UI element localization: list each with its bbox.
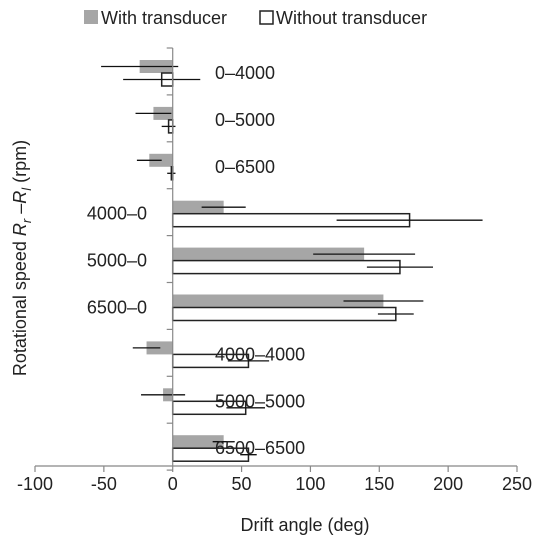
x-tick-label: 250 (502, 474, 532, 494)
category-label: 6500–0 (87, 298, 147, 318)
errorbars-layer (101, 65, 483, 456)
category-label: 0–4000 (215, 63, 275, 83)
y-axis-label-part: (rpm) (10, 140, 30, 188)
y-axis-label-part: R (10, 191, 30, 204)
bar-with-transducer (172, 294, 384, 308)
legend-label-without-transducer: Without transducer (276, 8, 427, 28)
legend-swatch-with-transducer (84, 10, 98, 24)
axes: -100 -50 0 50 100 150 200 250 (17, 47, 532, 494)
x-tick-label: 200 (433, 474, 463, 494)
x-tick-label: -50 (91, 474, 117, 494)
y-axis-label-part: r (19, 218, 34, 223)
category-label: 0–6500 (215, 157, 275, 177)
legend-swatch-without-transducer (259, 10, 274, 25)
bar-without-transducer (171, 259, 401, 275)
x-tick-label: 100 (295, 474, 325, 494)
bar-with-transducer (172, 435, 224, 449)
category-label: 4000–0 (87, 204, 147, 224)
x-tick-label: -100 (17, 474, 53, 494)
x-tick-label: 0 (168, 474, 178, 494)
category-label: 5000–0 (87, 251, 147, 271)
category-label: 4000–4000 (215, 344, 305, 364)
y-axis-label-part: l (19, 187, 34, 191)
category-label: 0–5000 (215, 110, 275, 130)
legend: With transducer Without transducer (84, 8, 427, 28)
bar-without-transducer (171, 306, 397, 322)
legend-label-with-transducer: With transducer (101, 8, 227, 28)
x-tick-label: 50 (232, 474, 252, 494)
y-axis-label-part: R (10, 223, 30, 236)
x-axis-label: Drift angle (deg) (240, 515, 369, 535)
y-axis-label: Rotational speed Rr –Rl (rpm) (10, 140, 34, 376)
category-labels: 0–4000 0–5000 0–6500 4000–0 5000–0 6500–0 4000… (87, 63, 305, 458)
bar-with-transducer (172, 200, 224, 214)
y-axis-label-part: – (10, 204, 30, 219)
x-tick-label: 150 (364, 474, 394, 494)
category-label: 5000–5000 (215, 391, 305, 411)
y-axis-label-part: Rotational speed (10, 236, 30, 376)
category-label: 6500–6500 (215, 438, 305, 458)
bar-with-transducer (172, 247, 365, 261)
